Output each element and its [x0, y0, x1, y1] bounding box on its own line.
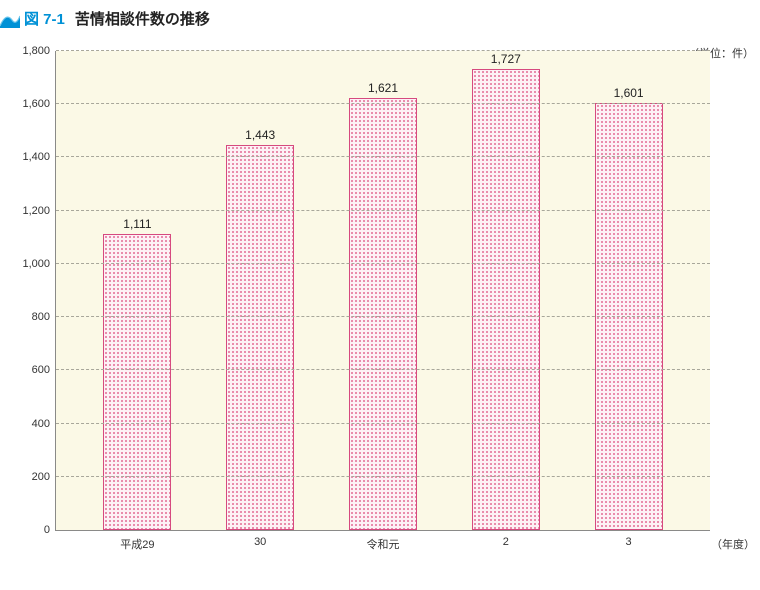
bar-fill: [104, 235, 170, 529]
bar-slot: 1,44330: [199, 51, 322, 530]
ytick-label-0: 0: [44, 524, 50, 536]
bar-value-label: 1,443: [245, 128, 275, 142]
xtick-label: 30: [254, 536, 266, 548]
ytick-label: 1,800: [22, 45, 50, 57]
bar-fill: [350, 99, 416, 529]
bar-fill: [473, 70, 539, 529]
bars-group: 1,111平成291,443301,621令和元1,72721,6013: [56, 51, 710, 530]
gridline: 200: [56, 476, 710, 477]
xtick-label: 平成29: [120, 536, 154, 552]
x-unit-label: （年度）: [711, 536, 755, 552]
ytick-label: 400: [32, 418, 50, 430]
bar-value-label: 1,601: [614, 86, 644, 100]
ytick-label: 1,600: [22, 98, 50, 110]
figure-header: 図 7-1 苦情相談件数の推移: [0, 0, 760, 33]
xtick-label: 2: [503, 536, 509, 548]
ytick-label: 600: [32, 364, 50, 376]
gridline: 1,200: [56, 210, 710, 211]
gridline: 1,800: [56, 50, 710, 51]
bar: 1,443: [226, 145, 294, 530]
gridline: 1,400: [56, 156, 710, 157]
figure-number-badge: 図 7-1: [0, 8, 65, 29]
plot-area: 0 （年度） 1,111平成291,443301,621令和元1,72721,6…: [55, 51, 710, 531]
ytick-label: 1,000: [22, 258, 50, 270]
ytick-label: 1,400: [22, 151, 50, 163]
bar-slot: 1,621令和元: [322, 51, 445, 530]
gridline: 600: [56, 369, 710, 370]
figure-title: 苦情相談件数の推移: [75, 8, 210, 29]
figure-number: 図 7-1: [24, 8, 65, 29]
bar-value-label: 1,621: [368, 81, 398, 95]
chart-container: （単位：件） 0 （年度） 1,111平成291,443301,621令和元1,…: [0, 33, 760, 531]
gridline: 800: [56, 316, 710, 317]
ytick-label: 1,200: [22, 205, 50, 217]
gridline: 1,600: [56, 103, 710, 104]
wave-icon: [0, 10, 20, 28]
bar-fill: [227, 146, 293, 529]
ytick-label: 200: [32, 471, 50, 483]
gridline: 1,000: [56, 263, 710, 264]
xtick-label: 3: [626, 536, 632, 548]
xtick-label: 令和元: [366, 536, 399, 552]
bar-value-label: 1,727: [491, 52, 521, 66]
ytick-label: 800: [32, 311, 50, 323]
bar-slot: 1,7272: [444, 51, 567, 530]
bar: 1,727: [472, 69, 540, 530]
bar-value-label: 1,111: [123, 217, 151, 231]
bar-slot: 1,111平成29: [76, 51, 199, 530]
bar: 1,621: [349, 98, 417, 530]
bar: 1,111: [103, 234, 171, 530]
gridline: 400: [56, 423, 710, 424]
bar-slot: 1,6013: [567, 51, 690, 530]
